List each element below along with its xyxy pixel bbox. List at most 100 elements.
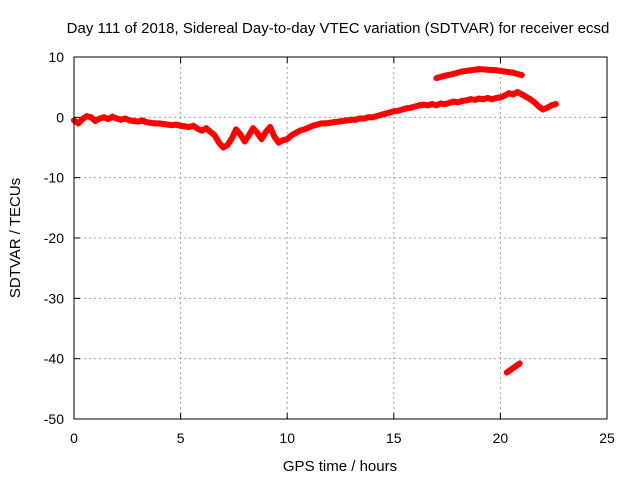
data-point — [92, 117, 99, 124]
y-tick-label: 10 — [48, 49, 64, 65]
data-point — [441, 101, 448, 108]
data-point — [190, 122, 197, 129]
x-tick-label: 20 — [493, 430, 509, 446]
x-tick-label: 5 — [177, 430, 185, 446]
data-point — [203, 125, 210, 132]
data-point — [480, 96, 487, 103]
data-point — [292, 130, 299, 137]
data-point — [250, 125, 257, 132]
data-point — [501, 92, 508, 99]
x-tick-label: 0 — [70, 430, 78, 446]
data-point — [510, 69, 517, 76]
data-point — [514, 88, 521, 95]
data-point — [503, 369, 510, 376]
data-point — [134, 118, 141, 125]
data-point — [467, 67, 474, 74]
series-group — [503, 360, 523, 376]
data-point — [501, 68, 508, 75]
data-point — [488, 96, 495, 103]
x-axis-label: GPS time / hours — [283, 458, 397, 475]
data-point — [122, 115, 129, 122]
data-point — [522, 93, 529, 100]
data-point — [194, 125, 201, 132]
data-point — [96, 115, 103, 122]
data-point — [305, 124, 312, 131]
grid-lines — [74, 57, 607, 419]
data-point — [518, 91, 525, 98]
y-tick-label: -50 — [44, 411, 64, 427]
data-point — [301, 126, 308, 133]
data-point — [505, 90, 512, 97]
data-point — [552, 101, 559, 108]
data-point — [186, 123, 193, 130]
data-point — [314, 121, 321, 128]
data-point — [531, 99, 538, 106]
data-point — [516, 360, 523, 367]
data-point — [446, 99, 453, 106]
data-point — [109, 113, 116, 120]
data-point — [454, 99, 461, 106]
chart-title: Day 111 of 2018, Sidereal Day-to-day VTE… — [67, 20, 610, 37]
data-point — [508, 366, 515, 373]
data-point — [284, 136, 291, 143]
data-point — [386, 109, 393, 116]
data-point — [309, 122, 316, 129]
data-point — [450, 70, 457, 77]
data-point — [484, 95, 491, 102]
y-tick-labels: -50 -40 -30 -20 -10 0 10 — [44, 49, 64, 427]
data-point — [373, 113, 380, 120]
y-tick-label: -20 — [44, 230, 64, 246]
data-point — [215, 139, 222, 146]
data-point — [395, 107, 402, 114]
data-point — [378, 111, 385, 118]
data-point — [476, 66, 483, 73]
y-tick-label: -30 — [44, 290, 64, 306]
data-point — [540, 106, 547, 113]
data-point — [198, 127, 205, 134]
data-point — [241, 138, 248, 145]
data-point — [544, 104, 551, 111]
y-tick-label: 0 — [56, 109, 64, 125]
series-group — [433, 66, 525, 82]
data-points — [71, 66, 559, 376]
data-point — [83, 113, 90, 120]
data-point — [233, 126, 240, 133]
data-point — [352, 116, 359, 123]
data-point — [258, 136, 265, 143]
x-tick-label: 10 — [279, 430, 295, 446]
x-tick-labels: 0 5 10 15 20 25 — [70, 430, 615, 446]
data-point — [245, 132, 252, 139]
data-point — [224, 142, 231, 149]
x-tick-label: 15 — [386, 430, 402, 446]
data-point — [211, 132, 218, 139]
data-point — [497, 94, 504, 101]
data-point — [254, 130, 261, 137]
data-point — [433, 75, 440, 82]
data-point — [369, 114, 376, 121]
data-point — [424, 102, 431, 109]
axis-ticks — [73, 56, 608, 420]
y-tick-label: -10 — [44, 170, 64, 186]
data-point — [237, 131, 244, 138]
data-point — [100, 114, 107, 121]
data-point — [267, 123, 274, 130]
data-point — [512, 363, 519, 370]
data-point — [382, 110, 389, 117]
data-point — [88, 114, 95, 121]
data-point — [271, 133, 278, 140]
data-point — [484, 66, 491, 73]
y-tick-label: -40 — [44, 351, 64, 367]
data-point — [407, 104, 414, 111]
data-point — [279, 137, 286, 144]
data-point — [412, 103, 419, 110]
data-point — [510, 91, 517, 98]
data-point — [463, 97, 470, 104]
series-group — [71, 88, 559, 151]
data-point — [79, 116, 86, 123]
data-point — [441, 72, 448, 79]
x-tick-label: 25 — [599, 430, 615, 446]
data-point — [471, 96, 478, 103]
series-trace — [503, 360, 523, 376]
